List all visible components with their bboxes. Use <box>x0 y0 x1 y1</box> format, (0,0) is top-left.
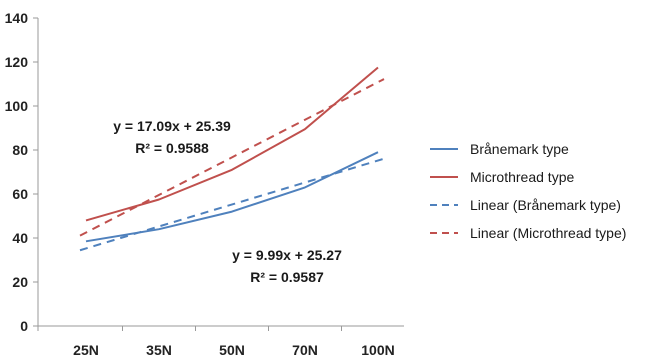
y-tick-label: 60 <box>12 186 28 202</box>
y-tick-label: 140 <box>5 10 29 26</box>
x-tick-label: 100N <box>361 342 394 358</box>
legend-label-linear-microthread: Linear (Microthread type) <box>470 225 626 241</box>
x-tick-label: 25N <box>73 342 99 358</box>
x-tick-group: 25N 35N 50N 70N 100N <box>37 326 395 358</box>
axes <box>37 18 404 327</box>
microthread-equation-text: y = 17.09x + 25.39 <box>113 118 231 134</box>
legend-item-linear-microthread: Linear (Microthread type) <box>430 225 626 241</box>
y-tick-label: 120 <box>5 54 29 70</box>
series-line-branemark <box>85 151 379 243</box>
y-tick-label: 80 <box>12 142 28 158</box>
branemark-equation-text: y = 9.99x + 25.27 <box>232 247 342 263</box>
legend-label-linear-branemark: Linear (Brånemark type) <box>470 197 621 213</box>
legend-label-microthread: Microthread type <box>470 169 574 185</box>
x-tick-label: 50N <box>219 342 245 358</box>
legend-item-microthread: Microthread type <box>430 169 574 185</box>
microthread-equation-annotation: y = 17.09x + 25.39 R² = 0.9588 <box>113 118 231 156</box>
series-layer <box>79 66 385 252</box>
branemark-r-squared-text: R² = 0.9587 <box>250 269 324 285</box>
series-line-microthread <box>85 66 379 222</box>
branemark-equation-annotation: y = 9.99x + 25.27 R² = 0.9587 <box>232 247 342 285</box>
y-tick-label: 0 <box>20 318 28 334</box>
x-tick-label: 70N <box>292 342 318 358</box>
legend-item-branemark: Brånemark type <box>430 141 569 157</box>
legend-label-branemark: Brånemark type <box>470 141 569 157</box>
y-tick-label: 100 <box>5 98 29 114</box>
legend-item-linear-branemark: Linear (Brånemark type) <box>430 197 621 213</box>
trendline-branemark <box>79 157 385 252</box>
y-tick-label: 20 <box>12 274 28 290</box>
y-tick-label: 40 <box>12 230 28 246</box>
y-tick-group: 0 20 40 60 80 100 120 140 <box>5 10 38 334</box>
legend: Brånemark type Microthread type Linear (… <box>430 141 626 241</box>
x-tick-label: 35N <box>146 342 172 358</box>
microthread-r-squared-text: R² = 0.9588 <box>135 140 209 156</box>
